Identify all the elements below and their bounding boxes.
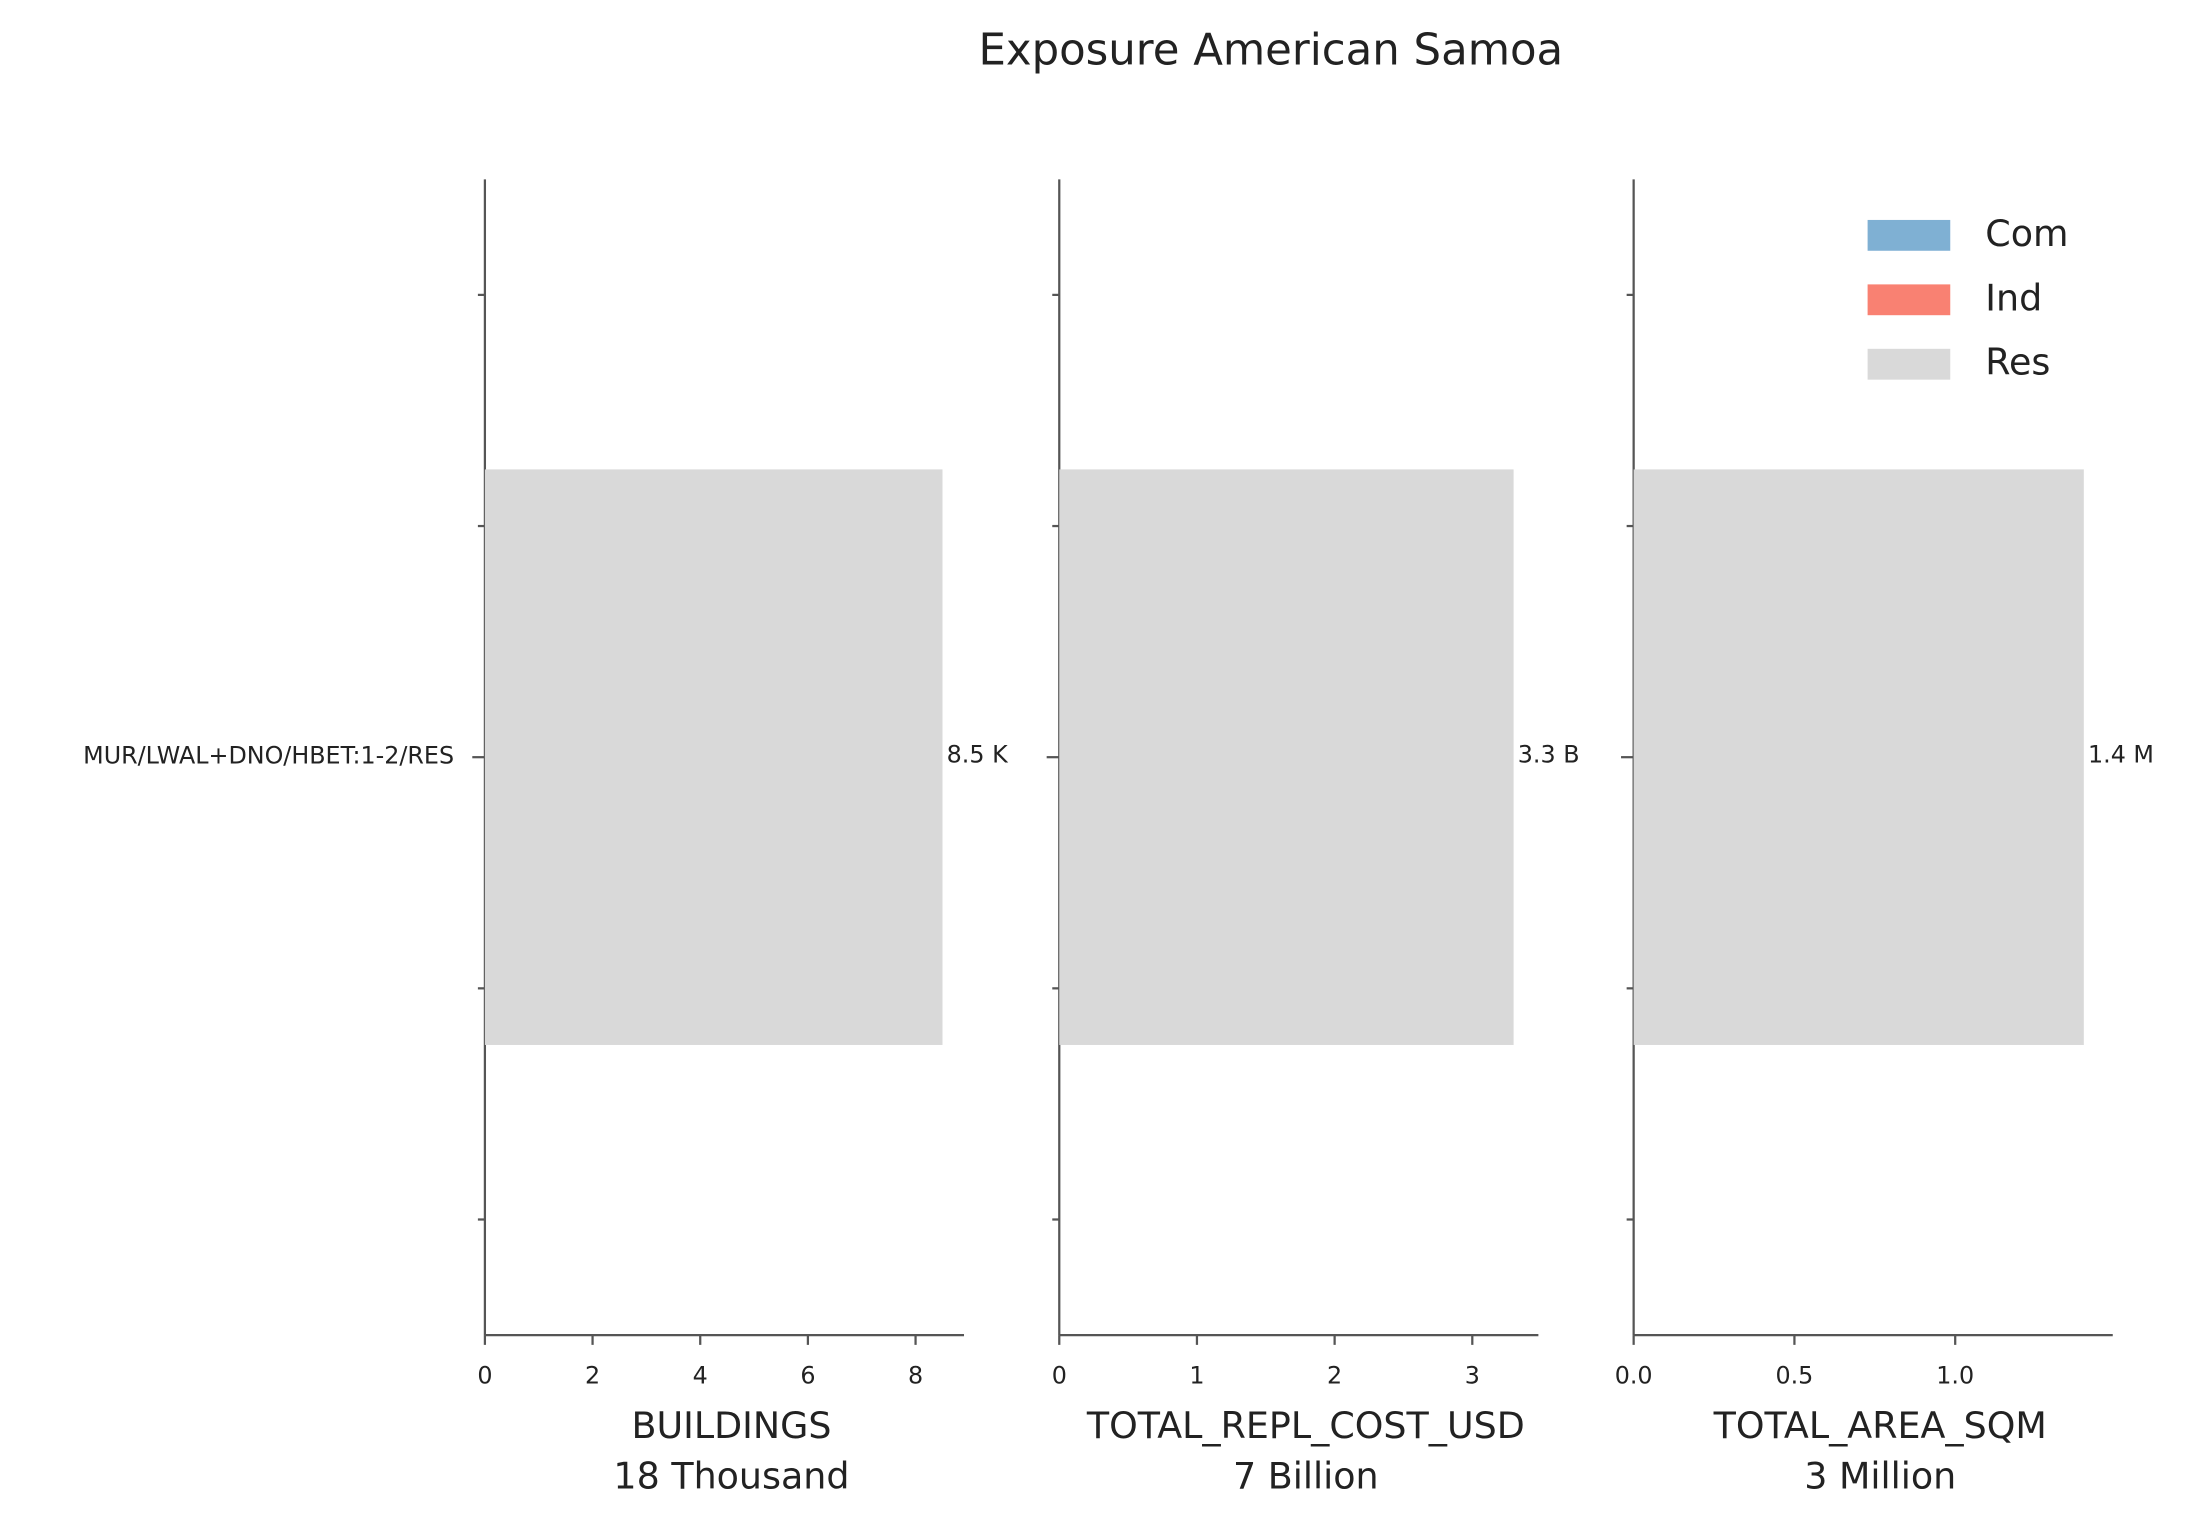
bar <box>484 469 943 1045</box>
y-tick-label: MUR/LWAL+DNO/HBET:1-2/RES <box>83 742 454 770</box>
x-axis-label: BUILDINGS <box>631 1404 831 1447</box>
value-label: 3.3 B <box>1518 740 1580 768</box>
x-axis-label: 7 Billion <box>1233 1454 1379 1497</box>
x-tick-label: 0.5 <box>1775 1362 1813 1390</box>
x-tick-label: 1 <box>1189 1362 1204 1390</box>
legend-label: Com <box>1985 212 2068 255</box>
bar <box>1633 469 2084 1045</box>
legend-swatch <box>1867 284 1951 316</box>
x-axis-label: TOTAL_AREA_SQM <box>1713 1404 2047 1447</box>
x-tick-label: 0 <box>477 1362 492 1390</box>
x-tick-label: 0 <box>1052 1362 1067 1390</box>
x-axis-label: TOTAL_REPL_COST_USD <box>1086 1404 1525 1447</box>
legend-label: Res <box>1985 341 2050 384</box>
x-tick-label: 6 <box>800 1362 815 1390</box>
x-tick-label: 0.0 <box>1615 1362 1653 1390</box>
x-tick-label: 3 <box>1465 1362 1480 1390</box>
bar <box>1059 469 1514 1045</box>
x-tick-label: 4 <box>693 1362 708 1390</box>
x-tick-label: 8 <box>908 1362 923 1390</box>
x-axis-label: 18 Thousand <box>613 1454 849 1497</box>
x-tick-label: 2 <box>585 1362 600 1390</box>
figure-title: Exposure American Samoa <box>978 26 1563 76</box>
value-label: 1.4 M <box>2088 740 2154 768</box>
legend-swatch <box>1867 219 1951 251</box>
x-tick-label: 2 <box>1327 1362 1342 1390</box>
value-label: 8.5 K <box>947 740 1009 768</box>
x-axis-label: 3 Million <box>1804 1454 1956 1497</box>
legend-swatch <box>1867 348 1951 380</box>
legend-label: Ind <box>1985 276 2042 319</box>
x-tick-label: 1.0 <box>1936 1362 1974 1390</box>
